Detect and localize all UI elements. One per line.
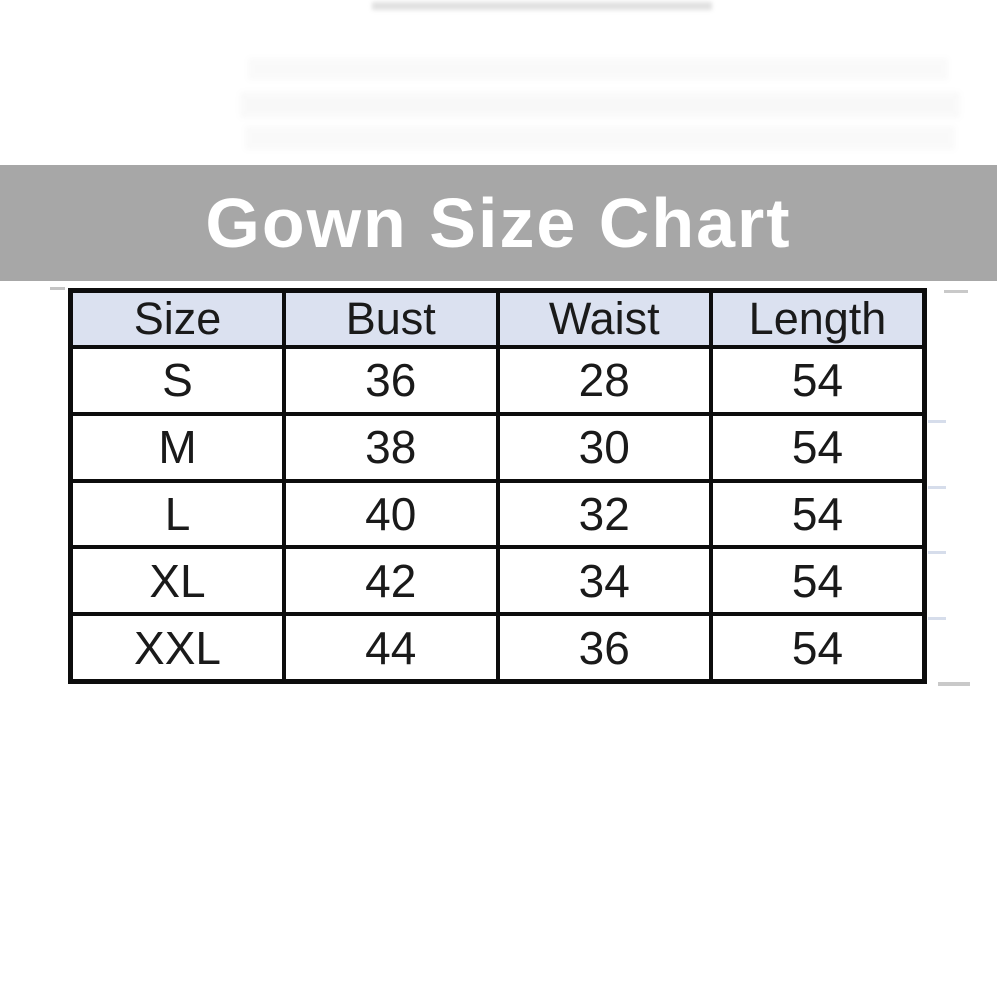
cell-waist: 36 [495, 612, 713, 684]
size-chart-table: Size Bust Waist Length S 36 28 54 M 38 3… [68, 288, 927, 684]
page-title: Gown Size Chart [205, 184, 792, 262]
title-banner: Gown Size Chart [0, 165, 997, 281]
header-cell-length: Length [709, 288, 927, 349]
ghost-artifact [240, 92, 960, 118]
ghost-artifact [245, 126, 955, 150]
cell-waist: 34 [495, 545, 713, 617]
cell-length: 54 [709, 478, 927, 550]
header-cell-size: Size [68, 288, 286, 349]
cell-size: L [68, 478, 286, 550]
header-row: Size Bust Waist Length [68, 288, 927, 349]
cell-bust: 44 [282, 612, 500, 684]
cell-waist: 28 [495, 345, 713, 416]
gridline-artifact [928, 617, 946, 620]
cell-bust: 42 [282, 545, 500, 617]
header-cell-bust: Bust [282, 288, 500, 349]
table-row-xxl: XXL 44 36 54 [68, 612, 927, 684]
cell-length: 54 [709, 345, 927, 416]
table-row-xl: XL 42 34 54 [68, 545, 927, 617]
table-row-m: M 38 30 54 [68, 411, 927, 483]
gridline-artifact [928, 420, 946, 423]
header-cell-waist: Waist [495, 288, 713, 349]
cell-length: 54 [709, 411, 927, 483]
gridline-artifact [944, 290, 968, 293]
gridline-artifact [50, 287, 65, 290]
cell-length: 54 [709, 612, 927, 684]
gridline-artifact [938, 682, 970, 686]
gridline-artifact [928, 551, 946, 554]
ghost-artifact [248, 58, 948, 80]
table-row-s: S 36 28 54 [68, 345, 927, 416]
cell-waist: 30 [495, 411, 713, 483]
cell-bust: 36 [282, 345, 500, 416]
cell-size: XXL [68, 612, 286, 684]
cell-bust: 38 [282, 411, 500, 483]
cell-length: 54 [709, 545, 927, 617]
cell-bust: 40 [282, 478, 500, 550]
cell-size: S [68, 345, 286, 416]
table-row-l: L 40 32 54 [68, 478, 927, 550]
gridline-artifact [928, 486, 946, 489]
cell-size: XL [68, 545, 286, 617]
cell-waist: 32 [495, 478, 713, 550]
cell-size: M [68, 411, 286, 483]
ghost-artifact [372, 2, 712, 10]
